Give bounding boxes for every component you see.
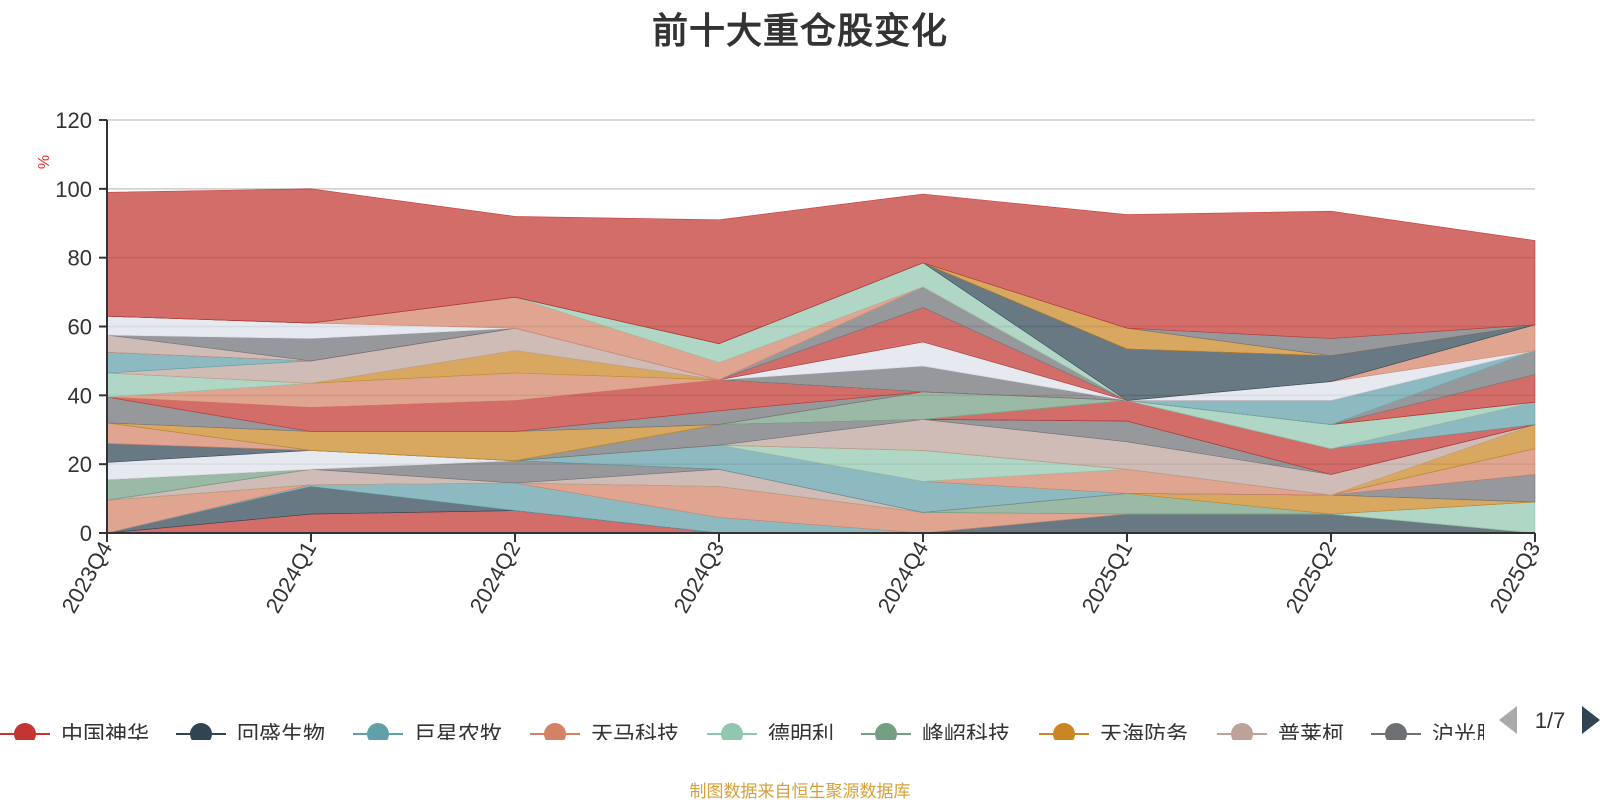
legend-label: 天马科技	[591, 723, 679, 748]
x-tick-label: 2024Q4	[873, 537, 934, 617]
y-tick-label: 80	[68, 246, 92, 271]
legend-label: 回盛生物	[237, 723, 325, 748]
legend-circle-marker	[190, 723, 212, 740]
area-band-45	[106, 188, 1536, 345]
x-tick-label: 2024Q1	[261, 537, 322, 617]
legend-page-indicator: 1/7	[1535, 708, 1566, 733]
legend-item[interactable]: 回盛生物	[176, 723, 325, 748]
x-tick-label: 2023Q4	[57, 537, 118, 617]
y-tick-label: 60	[68, 315, 92, 340]
legend-label: 天海防务	[1100, 723, 1188, 748]
y-tick-label: 100	[55, 177, 92, 202]
legend-label: 普莱柯	[1278, 723, 1344, 748]
legend-item[interactable]: 天海防务	[1039, 723, 1188, 748]
legend-label: 沪光股份	[1432, 723, 1520, 748]
legend-circle-marker	[1053, 723, 1075, 740]
y-tick-label: 40	[68, 383, 92, 408]
legend-item[interactable]: 巨星农牧	[353, 723, 502, 748]
y-tick-labels: 0 20 40 60 80 100 120	[55, 108, 107, 546]
legend-item[interactable]: 普莱柯	[1217, 723, 1344, 748]
x-tick-label: 2024Q3	[669, 537, 730, 617]
legend-item[interactable]: 沪光股份	[1371, 723, 1520, 748]
legend-label: 德明利	[768, 723, 834, 748]
x-tick-label: 2024Q2	[465, 537, 526, 617]
legend-circle-marker	[14, 723, 36, 740]
legend-item[interactable]: 峰岹科技	[861, 723, 1010, 748]
legend-item[interactable]: 中国神华	[0, 723, 149, 748]
area-bands	[106, 188, 1536, 534]
y-tick-label: 20	[68, 452, 92, 477]
legend-item[interactable]: 天马科技	[530, 723, 679, 748]
legend-circle-marker	[721, 723, 743, 740]
x-tick-label: 2025Q1	[1077, 537, 1138, 617]
x-tick-label: 2025Q2	[1281, 537, 1342, 617]
x-tick-label: 2025Q3	[1485, 537, 1546, 617]
legend-circle-marker	[367, 723, 389, 740]
legend-label: 巨星农牧	[414, 723, 502, 748]
legend-circle-marker	[1231, 723, 1253, 740]
y-tick-label: 120	[55, 108, 92, 133]
y-axis-unit-label: %	[36, 155, 53, 169]
legend-circle-marker	[1385, 723, 1407, 740]
legend-prev-page-button[interactable]	[1499, 706, 1517, 734]
chart-title: 前十大重仓股变化	[651, 11, 948, 52]
legend-next-page-button[interactable]	[1582, 706, 1600, 734]
legend-label: 峰岹科技	[922, 723, 1010, 748]
x-tick-labels: 2023Q4 2024Q1 2024Q2 2024Q3 2024Q4 2025Q1 2025…	[57, 533, 1546, 617]
legend-circle-marker	[875, 723, 897, 740]
legend-circle-marker	[544, 723, 566, 740]
source-note: 制图数据来自恒生聚源数据库	[689, 782, 911, 802]
y-tick-label: 0	[80, 521, 92, 546]
legend-item[interactable]: 德明利	[707, 723, 834, 748]
legend-label: 中国神华	[61, 723, 149, 748]
legend: 中国神华 回盛生物 巨星农牧 天马科技 德明利 峰岹科技 天海防务 普莱柯 沪光股份	[0, 723, 1520, 748]
legend-pager: 1/7	[1499, 706, 1600, 734]
